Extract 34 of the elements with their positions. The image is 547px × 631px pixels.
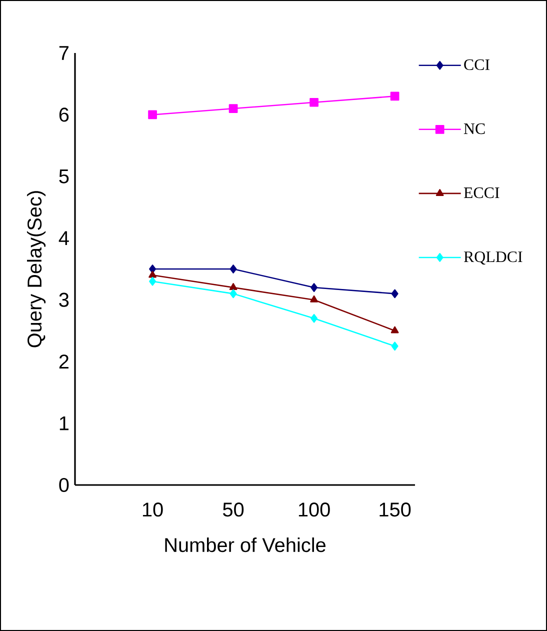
y-tick-label: 6 (59, 108, 69, 122)
point (228, 104, 238, 113)
legend-label: RQLDCI (464, 251, 522, 265)
point (149, 264, 156, 274)
x-tick-label: 50 (223, 502, 244, 517)
point (229, 283, 238, 290)
x-tick-label: 100 (298, 502, 330, 517)
y-tick-label: 0 (59, 478, 69, 492)
y-tick-label: 2 (59, 354, 68, 369)
legend-label: NC (464, 123, 485, 134)
x-tick-label: 150 (380, 502, 411, 517)
legend-label: CCI (464, 59, 490, 70)
point (148, 110, 157, 120)
point (310, 98, 318, 107)
x-tick-label: 10 (142, 502, 163, 517)
y-tick-label: 5 (59, 169, 69, 184)
point (310, 314, 318, 323)
y-tick-label: 7 (59, 46, 68, 60)
point (230, 264, 237, 274)
y-tick-label: 4 (58, 231, 69, 245)
point (390, 92, 400, 101)
point (148, 270, 156, 278)
point (310, 283, 318, 292)
legend-label: ECCI (464, 187, 500, 198)
x-axis-title: Number of Vehicle (165, 537, 326, 552)
y-tick-label: 1 (60, 416, 69, 430)
point (390, 326, 399, 334)
point (149, 276, 156, 286)
y-axis-title: Query Delay(Sec) (26, 191, 46, 348)
point (230, 289, 237, 298)
point (391, 289, 398, 298)
point (391, 342, 398, 351)
point (310, 295, 318, 302)
y-tick-label: 3 (59, 292, 69, 307)
